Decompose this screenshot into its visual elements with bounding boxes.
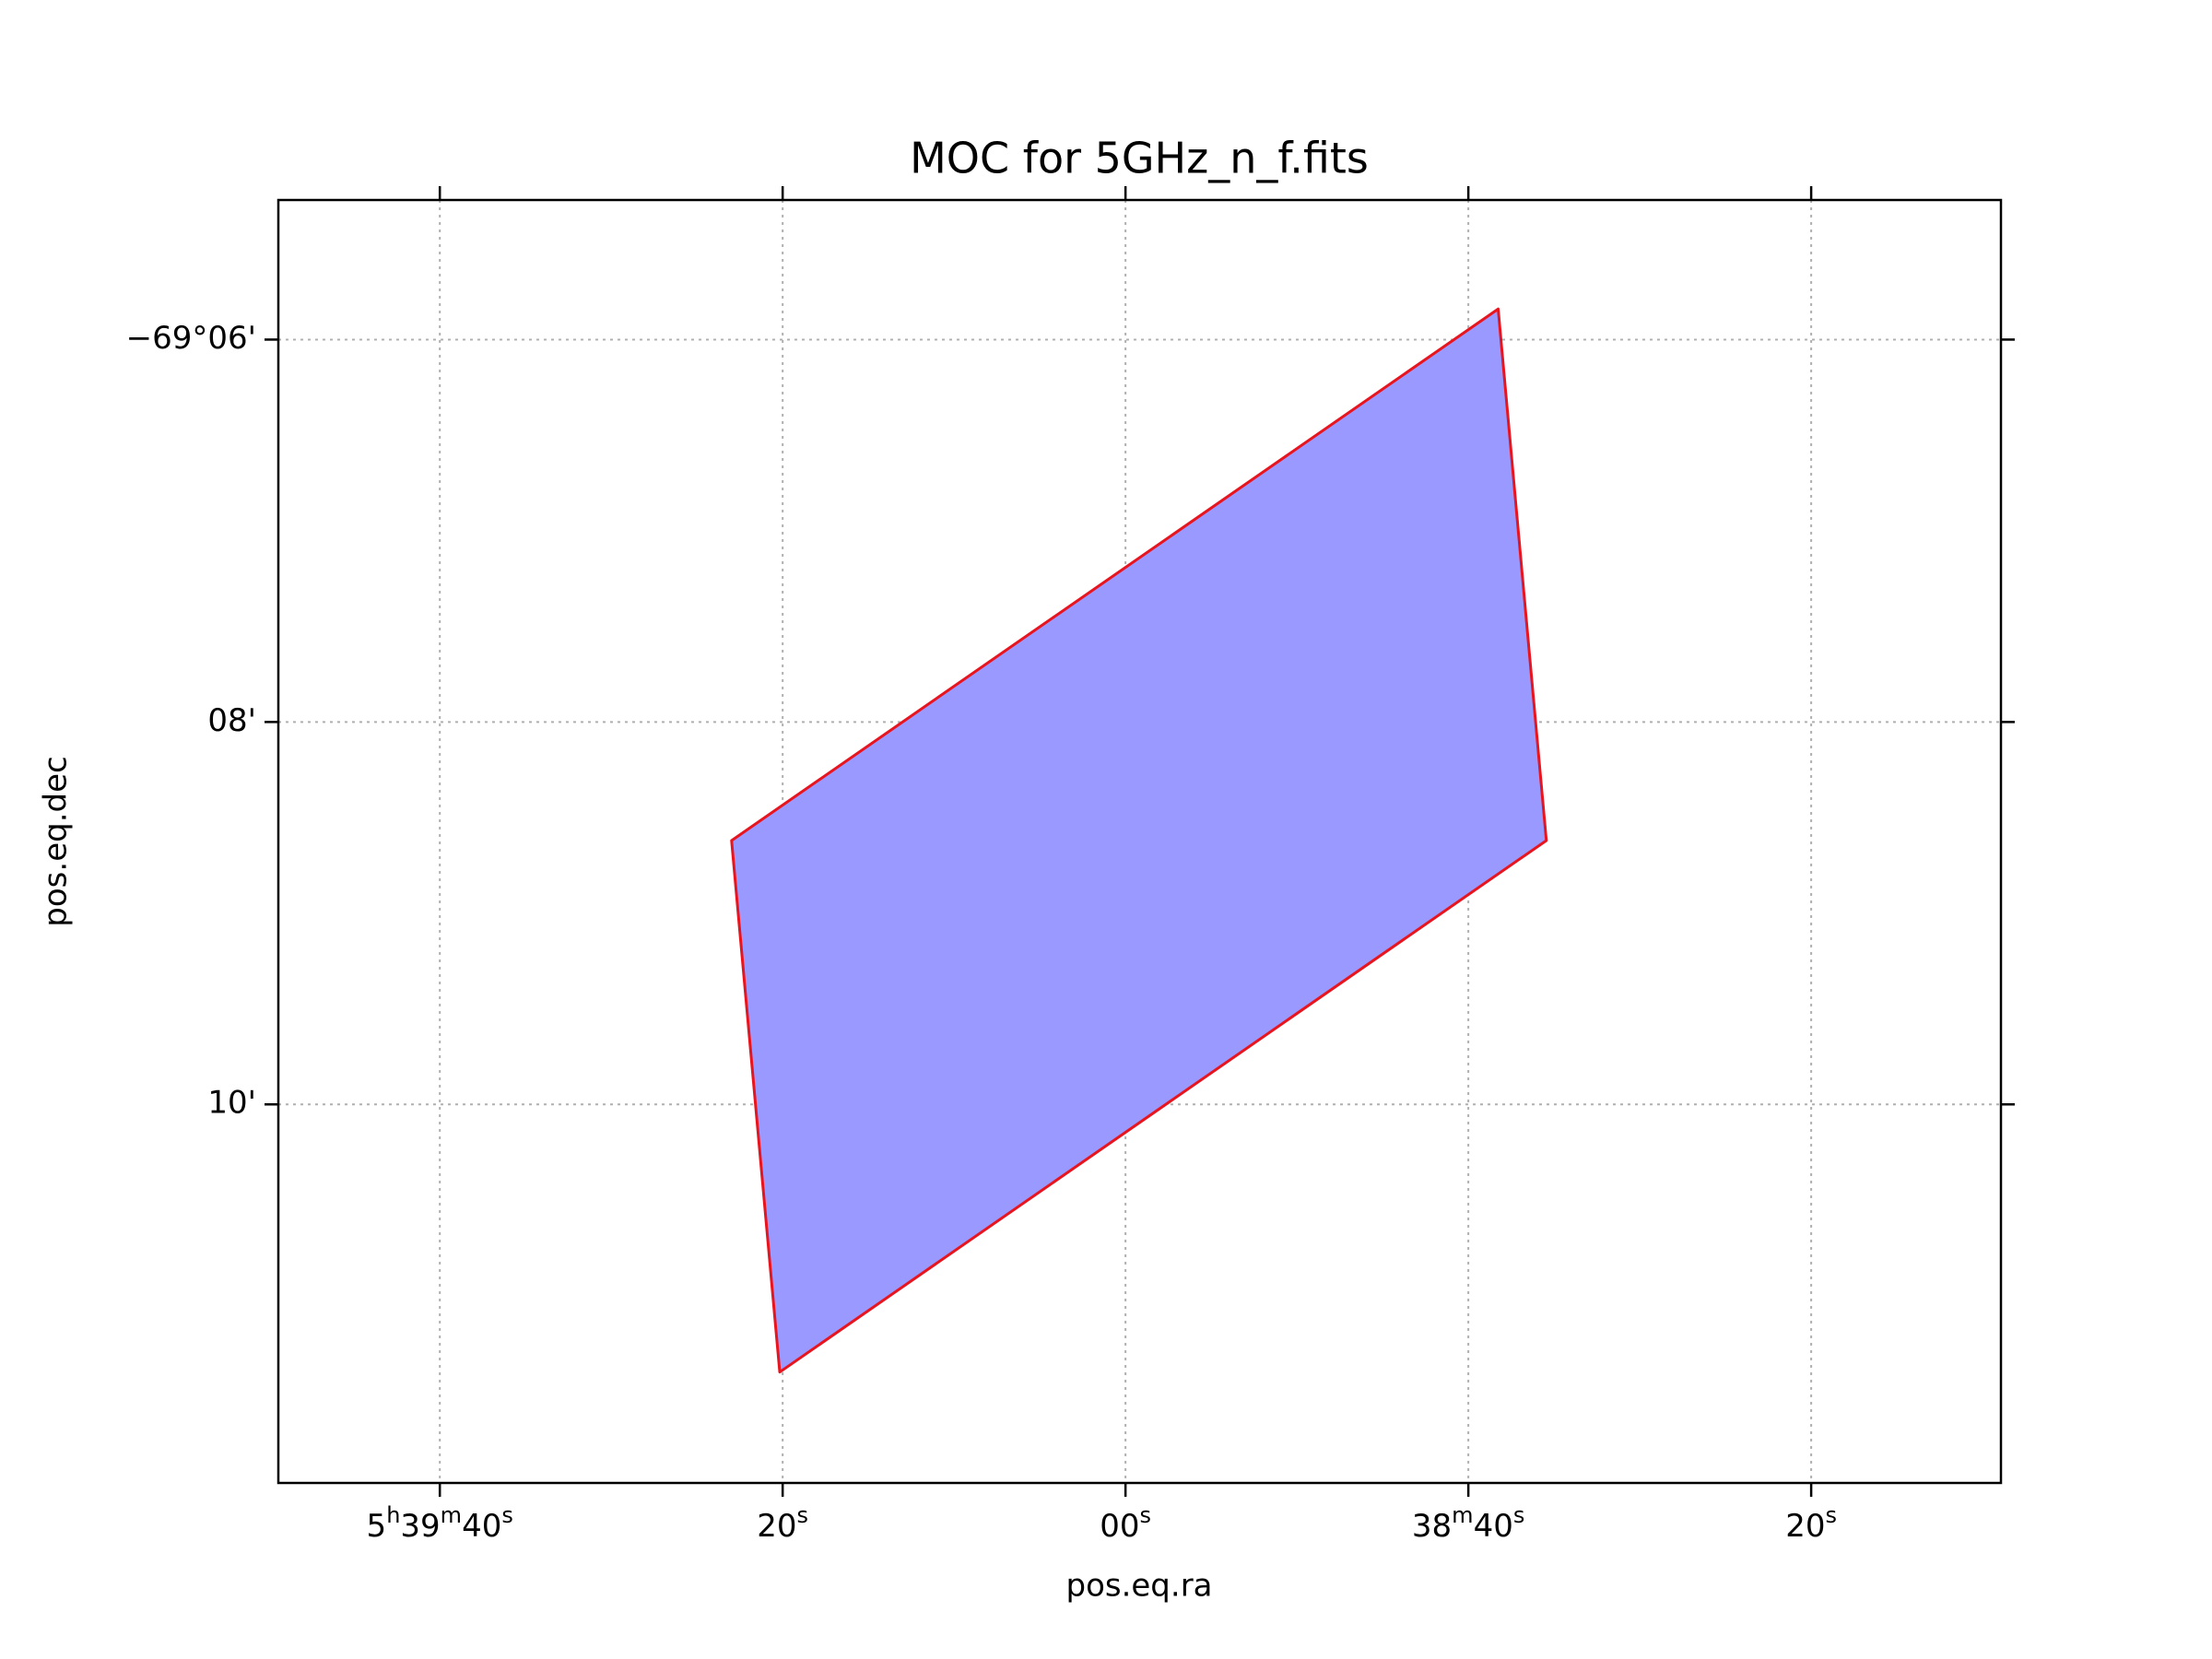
- x-tick-label: 00s: [1100, 1502, 1151, 1545]
- y-tick-label: 08': [207, 702, 256, 739]
- moc-region: [730, 307, 1548, 1374]
- x-tick-label: 38m40s: [1412, 1502, 1524, 1545]
- chart-title: MOC for 5GHz_n_f.fits: [910, 134, 1369, 183]
- x-tick-label: 5h39m40s: [367, 1502, 513, 1545]
- x-tick-label: 20s: [1785, 1502, 1837, 1545]
- x-axis-label: pos.eq.ra: [1065, 1568, 1212, 1605]
- plot-frame: [276, 198, 2003, 1485]
- y-axis-label: pos.eq.dec: [38, 756, 75, 926]
- y-tick-label: 10': [207, 1085, 256, 1122]
- y-tick-label: −69°06': [126, 320, 256, 357]
- x-tick-label: 20s: [757, 1502, 808, 1545]
